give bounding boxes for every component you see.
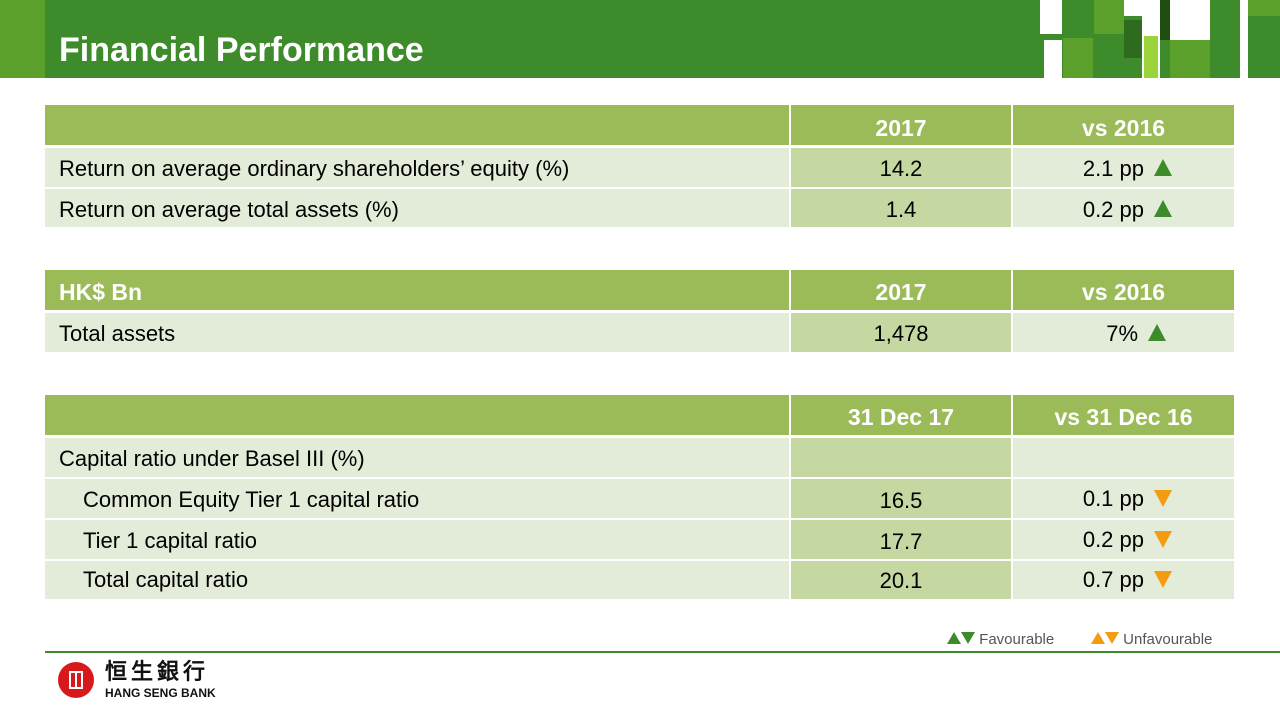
row-change: 0.7 pp [1082, 567, 1144, 592]
table-row: Return on average total assets (%) 1.4 0… [45, 189, 1234, 227]
unfavourable-down-icon [1154, 531, 1172, 548]
table2-header-change: vs 2016 [1013, 270, 1234, 310]
row-change: 0.2 pp [1082, 527, 1144, 552]
row-value: 16.5 [879, 488, 923, 513]
favourable-up-icon [1154, 200, 1172, 217]
legend-unfavourable: Unfavourable [1091, 631, 1212, 649]
table-row: Total capital ratio 20.1 0.7 pp [45, 561, 1234, 599]
row-change: 2.1 pp [1082, 156, 1144, 181]
favourable-up-icon [1154, 159, 1172, 176]
row-value: 20.1 [879, 568, 923, 593]
row-change: 7% [1106, 321, 1138, 346]
header-accent-bar [0, 0, 45, 78]
row-change: 0.2 pp [1082, 197, 1144, 222]
table1-header-change: vs 2016 [1013, 105, 1234, 145]
row-label: Return on average total assets (%) [59, 197, 399, 222]
table3-header-date: 31 Dec 17 [791, 395, 1011, 435]
table-row: Common Equity Tier 1 capital ratio 16.5 … [45, 479, 1234, 518]
table2-header-label: HK$ Bn [45, 270, 789, 310]
row-value: 1,478 [873, 321, 929, 346]
hang-seng-logo-icon [58, 662, 94, 698]
table-row: Total assets 1,478 7% [45, 313, 1234, 352]
row-label: Tier 1 capital ratio [83, 528, 258, 553]
table1-header-label [45, 105, 789, 145]
page-title: Financial Performance [59, 31, 424, 69]
table-row: Tier 1 capital ratio 17.7 0.2 pp [45, 520, 1234, 559]
footer-divider [45, 651, 1280, 653]
row-label: Common Equity Tier 1 capital ratio [83, 487, 420, 512]
row-label: Total capital ratio [83, 567, 249, 592]
table-section-row: Capital ratio under Basel III (%) [45, 438, 1234, 477]
unfavourable-down-icon [1154, 571, 1172, 588]
favourable-up-icon [947, 632, 961, 644]
header-bar: Financial Performance [0, 0, 1280, 78]
favourable-up-icon [1148, 324, 1166, 341]
unfavourable-up-icon [1091, 632, 1105, 644]
header-decoration [1040, 0, 1280, 78]
legend-unfavourable-label: Unfavourable [1123, 631, 1213, 648]
row-value: 1.4 [885, 197, 917, 222]
table3-header-row: 31 Dec 17 vs 31 Dec 16 [45, 395, 1234, 435]
row-change: 0.1 pp [1082, 486, 1144, 511]
row-value: 17.7 [879, 529, 923, 554]
row-label: Total assets [59, 321, 176, 346]
unfavourable-down-icon [1154, 490, 1172, 507]
table3-header-change: vs 31 Dec 16 [1013, 395, 1234, 435]
table2-header-year: 2017 [791, 270, 1011, 310]
row-label: Return on average ordinary shareholders’… [59, 156, 570, 181]
row-value: 14.2 [879, 156, 923, 181]
favourable-down-icon [961, 632, 975, 644]
table3-header-label [45, 395, 789, 435]
logo-english-text: HANG SENG BANK [105, 686, 216, 700]
table2-header-row: HK$ Bn 2017 vs 2016 [45, 270, 1234, 310]
legend-favourable: Favourable [947, 631, 1054, 649]
legend-favourable-label: Favourable [979, 631, 1055, 648]
logo-chinese-text: 恒生銀行 [105, 659, 210, 684]
unfavourable-down-icon [1105, 632, 1119, 644]
table1-header-year: 2017 [791, 105, 1011, 145]
table-row: Return on average ordinary shareholders’… [45, 148, 1234, 187]
table1-header-row: 2017 vs 2016 [45, 105, 1234, 145]
section-label: Capital ratio under Basel III (%) [59, 446, 365, 471]
